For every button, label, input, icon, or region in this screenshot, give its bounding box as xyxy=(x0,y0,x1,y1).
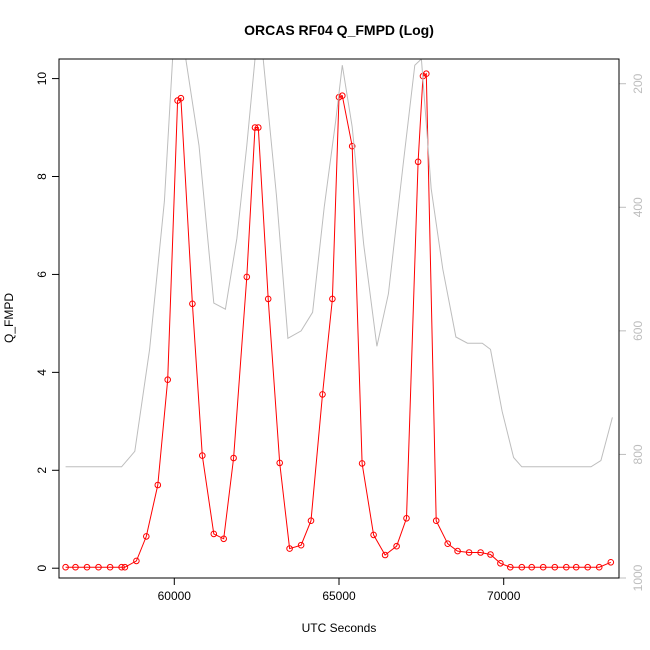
data-point xyxy=(297,541,305,549)
data-point xyxy=(62,563,69,571)
data-point xyxy=(329,295,336,303)
y2-tick-label: 800 xyxy=(631,444,645,464)
right-axis: 200 400 600 800 1000 xyxy=(618,73,645,591)
data-point xyxy=(210,530,218,538)
y-tick-label: 10 xyxy=(35,72,49,86)
y2-tick-label: 200 xyxy=(631,73,645,93)
data-point xyxy=(118,563,125,571)
y-tick-label: 8 xyxy=(35,173,49,180)
data-point xyxy=(403,515,410,522)
data-point xyxy=(254,124,262,131)
data-point xyxy=(370,531,377,539)
data-point xyxy=(432,517,440,525)
y2-tick-label: 1000 xyxy=(631,564,645,591)
data-point xyxy=(518,563,526,571)
data-point xyxy=(189,300,196,308)
y-axis: 0 2 4 6 8 10 xyxy=(35,72,60,572)
y-axis-label: Q_FMPD xyxy=(2,293,16,343)
data-point xyxy=(607,559,615,566)
data-point xyxy=(106,563,114,571)
y2-tick-label: 400 xyxy=(631,197,645,217)
data-point xyxy=(358,460,366,467)
data-point xyxy=(83,563,91,571)
data-point xyxy=(339,92,346,99)
data-point xyxy=(177,94,185,102)
x-tick-label: 60000 xyxy=(158,589,192,603)
x-axis: 60000 65000 70000 xyxy=(158,577,521,603)
data-point xyxy=(72,563,79,571)
y-tick-label: 4 xyxy=(35,369,49,376)
y-tick-label: 2 xyxy=(35,467,49,474)
data-point xyxy=(539,563,547,571)
data-point xyxy=(307,517,315,525)
data-point xyxy=(319,391,326,398)
data-point xyxy=(95,563,102,571)
data-point xyxy=(133,557,140,565)
x-tick-label: 70000 xyxy=(487,589,521,603)
y-tick-label: 0 xyxy=(35,565,49,572)
data-point xyxy=(551,563,559,571)
data-point xyxy=(121,563,129,571)
data-point xyxy=(230,454,237,462)
x-axis-label: UTC Seconds xyxy=(302,621,377,635)
x-tick-label: 65000 xyxy=(322,589,356,603)
data-point xyxy=(154,481,162,489)
data-point xyxy=(507,563,514,571)
data-point xyxy=(164,376,171,384)
data-point xyxy=(595,563,603,571)
data-point xyxy=(220,535,227,543)
data-point xyxy=(572,563,580,571)
data-point xyxy=(454,547,461,555)
data-point xyxy=(487,551,494,558)
data-point xyxy=(477,549,484,556)
data-point xyxy=(393,542,400,550)
data-point xyxy=(143,533,150,540)
series-layer xyxy=(62,59,615,571)
plot-area xyxy=(62,59,615,571)
data-point xyxy=(264,295,272,303)
y-tick-label: 6 xyxy=(35,271,49,278)
data-point xyxy=(465,549,473,556)
data-point xyxy=(584,563,592,571)
chart-title: ORCAS RF04 Q_FMPD (Log) xyxy=(244,22,434,38)
y2-tick-label: 600 xyxy=(631,321,645,341)
data-point xyxy=(414,158,422,166)
plot-frame xyxy=(58,58,620,579)
data-point xyxy=(348,142,356,150)
data-point xyxy=(497,560,504,567)
data-point xyxy=(199,452,206,459)
data-point xyxy=(251,124,259,131)
series-line-secondary xyxy=(65,59,613,468)
data-point xyxy=(243,273,251,281)
data-point xyxy=(563,563,570,571)
data-point xyxy=(286,545,293,552)
data-point xyxy=(444,540,452,548)
data-point xyxy=(423,70,430,77)
series-line-primary xyxy=(65,72,611,568)
data-point xyxy=(528,563,536,571)
data-point xyxy=(276,459,284,467)
data-point xyxy=(381,551,389,559)
